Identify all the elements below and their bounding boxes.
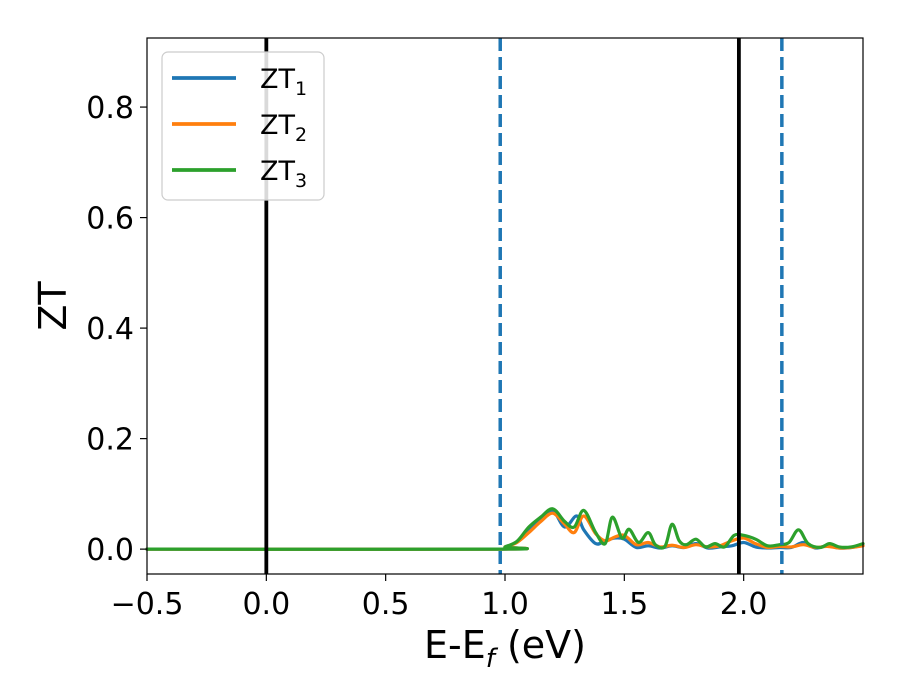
y-tick-label: 0.6 <box>86 202 134 237</box>
x-tick-label: 2.0 <box>720 587 768 622</box>
y-tick-label: 0.2 <box>86 423 134 458</box>
series-line-zt3 <box>145 507 865 551</box>
x-tick-label: 0.5 <box>362 587 410 622</box>
series-layer <box>145 507 865 551</box>
y-tick-label: 0.0 <box>86 533 134 568</box>
y-tick-label: 0.4 <box>86 312 134 347</box>
vertical-lines <box>264 38 784 574</box>
x-axis-label: E-Ef (eV) <box>424 623 586 674</box>
y-axis-label: ZT <box>31 281 75 331</box>
x-tick-label: 1.0 <box>481 587 529 622</box>
legend-box <box>161 51 325 201</box>
x-tick-label: −0.5 <box>111 587 184 622</box>
legend-label-zt1: ZT1 <box>260 64 307 100</box>
y-axis: 0.0 0.2 0.4 0.6 0.8 <box>86 91 147 568</box>
x-axis: −0.5 0.0 0.5 1.0 1.5 2.0 <box>111 574 768 622</box>
legend: ZT1 ZT2 ZT3 <box>161 51 325 201</box>
series-line-zt2 <box>145 511 865 551</box>
x-tick-label: 0.0 <box>242 587 290 622</box>
y-tick-label: 0.8 <box>86 91 134 126</box>
x-tick-label: 1.5 <box>600 587 648 622</box>
legend-label-zt2: ZT2 <box>260 110 307 146</box>
legend-label-zt3: ZT3 <box>260 156 307 192</box>
